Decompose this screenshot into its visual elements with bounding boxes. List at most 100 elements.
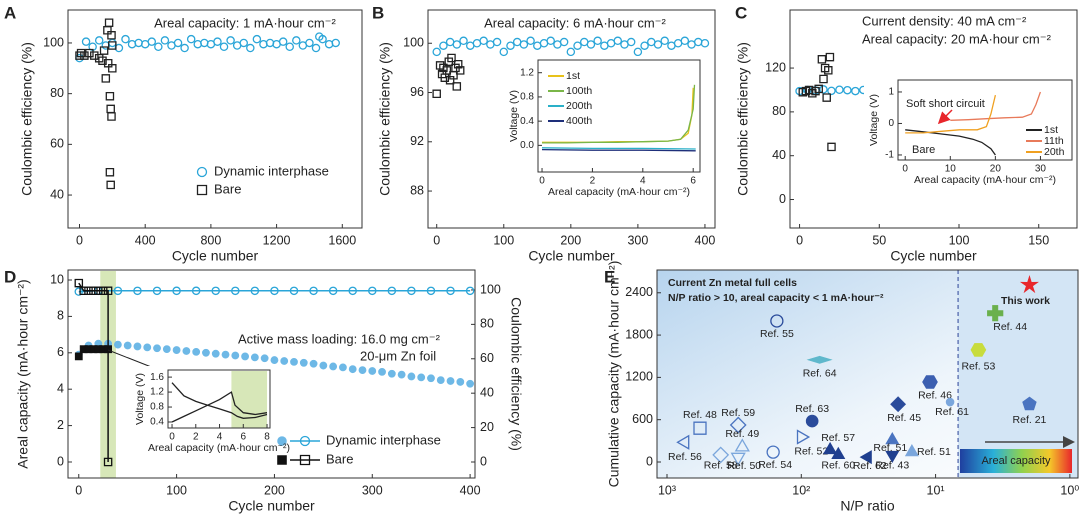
x-tick-label: 50	[872, 233, 886, 247]
marker	[851, 86, 860, 96]
marker	[432, 47, 441, 57]
y-tick-label: 1.2	[150, 387, 164, 398]
point-label: Ref. 58	[704, 460, 738, 472]
marker	[328, 286, 338, 296]
marker	[811, 86, 820, 96]
y-tick-label: 100	[43, 35, 64, 49]
marker	[432, 89, 441, 99]
marker	[74, 352, 83, 361]
marker	[154, 42, 163, 51]
x-tick-label: 100	[166, 483, 187, 497]
point-label: Ref. 51	[917, 446, 951, 458]
x-tick-label: 0	[902, 164, 908, 175]
marker	[452, 82, 462, 91]
marker	[559, 37, 569, 47]
annotation: Bare	[912, 144, 935, 156]
marker	[289, 286, 299, 296]
marker	[299, 454, 311, 466]
x-tick-label: 6	[241, 432, 247, 443]
legend-label: Bare	[326, 451, 353, 466]
x-tick-label: 20	[990, 164, 1002, 175]
marker	[397, 370, 406, 379]
marker	[417, 373, 426, 382]
marker	[446, 286, 455, 296]
marker	[387, 369, 396, 378]
y2-axis-label: Coulombic efficiency (%)	[508, 297, 524, 451]
marker	[123, 341, 132, 350]
x-tick-label: 0	[433, 233, 440, 247]
colorbar	[960, 449, 1072, 473]
x-axis-label: Areal capacity (mA·hour cm⁻²)	[148, 442, 290, 454]
series-line	[541, 148, 696, 152]
marker	[315, 32, 324, 41]
y-tick-label: 96	[410, 85, 424, 99]
marker	[633, 47, 643, 57]
marker	[103, 286, 113, 296]
marker	[801, 86, 811, 96]
y-tick-label: 0.0	[520, 140, 534, 151]
marker	[626, 37, 636, 47]
y2-tick-label: 40	[480, 385, 494, 399]
legend-label: 400th	[566, 115, 592, 127]
marker	[211, 286, 220, 296]
marker	[825, 52, 835, 62]
marker	[499, 47, 509, 57]
x-tick-label: 0	[169, 432, 175, 443]
marker	[278, 37, 288, 46]
marker	[904, 443, 919, 457]
x-axis-label: Cycle number	[172, 248, 259, 264]
marker	[1019, 274, 1039, 294]
y-tick-label: 0.8	[150, 402, 164, 413]
highlight-region	[231, 371, 268, 428]
target-region	[958, 270, 1078, 478]
marker	[987, 305, 1004, 322]
marker	[426, 286, 436, 296]
x-tick-label: 10²	[792, 483, 810, 497]
marker	[241, 352, 249, 361]
panel-letter: D	[4, 267, 16, 286]
marker	[113, 340, 122, 349]
marker	[348, 286, 357, 296]
panel-letter: A	[4, 3, 16, 22]
legend-label: Dynamic interphase	[326, 432, 441, 447]
series-line	[905, 94, 997, 134]
marker	[74, 287, 84, 296]
marker	[104, 18, 114, 27]
marker	[108, 38, 117, 48]
y2-tick-label: 100	[480, 282, 501, 296]
point-label: Ref. 64	[803, 368, 837, 380]
marker	[329, 362, 338, 371]
marker	[196, 184, 208, 196]
marker	[260, 354, 269, 363]
annotation-arrow	[937, 109, 953, 125]
y-tick-label: 1800	[625, 327, 653, 341]
marker	[451, 63, 460, 73]
x-tick-label: 10³	[658, 483, 676, 497]
plot-frame	[67, 9, 363, 229]
y2-tick-label: 60	[480, 351, 494, 365]
marker	[640, 41, 649, 50]
marker	[824, 66, 833, 75]
point-label: Ref. 48	[683, 409, 717, 421]
marker	[250, 286, 260, 296]
marker	[133, 286, 142, 296]
plot-frame	[789, 9, 1078, 229]
series-line	[78, 290, 471, 293]
marker	[819, 74, 828, 84]
marker	[586, 40, 596, 49]
marker	[945, 397, 955, 407]
x-tick-label: 0	[76, 233, 83, 247]
marker	[231, 351, 240, 360]
marker	[160, 36, 170, 45]
marker	[729, 416, 747, 434]
marker	[814, 84, 823, 94]
point-label: Ref. 43	[875, 460, 909, 472]
marker	[831, 446, 846, 459]
marker	[219, 42, 229, 51]
x-tick-label: 150	[1028, 233, 1049, 247]
x-tick-label: 200	[264, 483, 285, 497]
series-line	[950, 91, 1042, 121]
y-axis-label: Coulombic efficiency (%)	[19, 42, 35, 196]
marker	[770, 314, 784, 328]
marker	[331, 38, 340, 48]
